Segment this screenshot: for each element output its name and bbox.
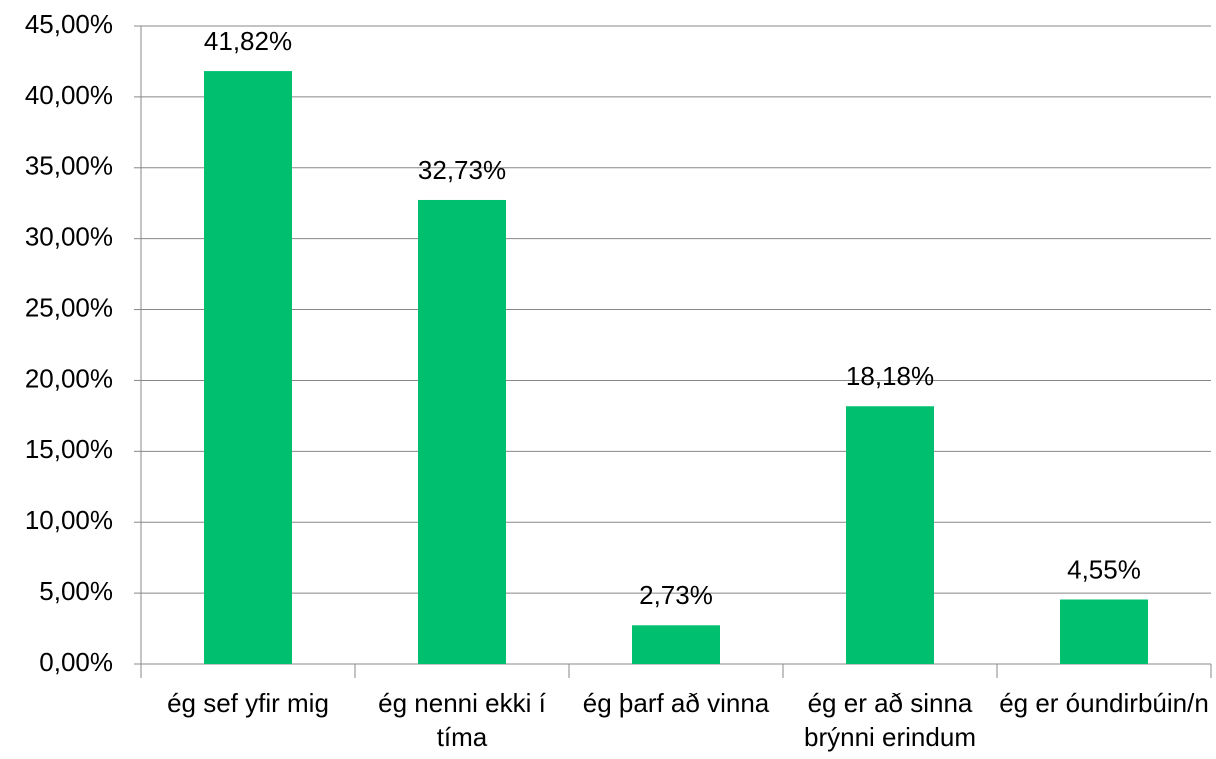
x-tick-label: ég sef yfir mig (167, 688, 329, 718)
data-label: 32,73% (418, 155, 506, 185)
y-tick-label: 15,00% (25, 434, 113, 464)
bar (1060, 599, 1148, 664)
bar (632, 625, 720, 664)
y-tick-label: 30,00% (25, 222, 113, 252)
x-tick-label: ég er óundirbúin/n (999, 688, 1209, 718)
y-tick-label: 40,00% (25, 80, 113, 110)
data-label: 2,73% (639, 580, 713, 610)
x-tick-label: ég þarf að vinna (582, 688, 770, 718)
y-tick-label: 5,00% (39, 576, 113, 606)
x-tick-label: ég er að sinna brýnni erindum (804, 688, 976, 752)
y-tick-label: 0,00% (39, 647, 113, 677)
bar (204, 71, 292, 665)
bar (846, 406, 934, 664)
data-label: 41,82% (204, 26, 292, 56)
y-tick-label: 35,00% (25, 151, 113, 181)
x-tick-label: ég nenni ekki í tíma (378, 688, 546, 752)
y-tick-label: 25,00% (25, 292, 113, 322)
data-label: 4,55% (1067, 554, 1141, 584)
data-label: 18,18% (846, 361, 934, 391)
y-tick-label: 45,00% (25, 9, 113, 39)
bar (418, 199, 506, 664)
y-tick-label: 10,00% (25, 505, 113, 535)
y-tick-label: 20,00% (25, 363, 113, 393)
